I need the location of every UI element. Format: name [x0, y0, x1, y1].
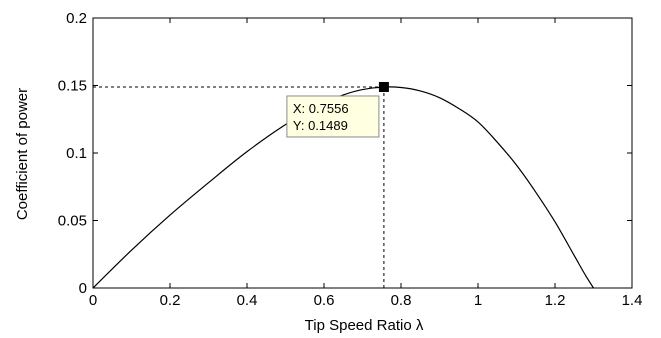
datatip-marker — [378, 81, 389, 92]
y-tick-label: 0.1 — [66, 145, 87, 162]
series-line-0 — [92, 86, 595, 289]
x-tick-label: 0.2 — [160, 292, 181, 309]
datatip-box — [286, 95, 380, 138]
x-tick-label: 0.6 — [314, 292, 335, 309]
x-tick-label: 0.8 — [391, 292, 412, 309]
y-axis-label: Coefficient of power — [14, 88, 31, 220]
x-tick-label: 1.4 — [622, 292, 643, 309]
x-tick-label: 0.4 — [237, 292, 258, 309]
plot-area: 0 0.2 0.4 0.6 0.8 1 1.2 1.4 0 0.05 0.1 0.15 0.2 X: 0.… — [58, 10, 643, 309]
y-tick-label: 0.2 — [66, 10, 87, 27]
datatip-y-text: Y: 0.1489 — [293, 118, 348, 133]
x-tick-label: 1 — [474, 292, 482, 309]
y-tick-label: 0.15 — [58, 78, 87, 95]
x-tick-label: 0 — [89, 292, 97, 309]
x-axis-label: Tip Speed Ratio λ — [305, 317, 424, 334]
y-tick-label: 0.05 — [58, 213, 87, 230]
datatip-x-text: X: 0.7556 — [293, 101, 349, 116]
x-tick-label: 1.2 — [545, 292, 566, 309]
y-tick-label: 0 — [79, 280, 87, 297]
